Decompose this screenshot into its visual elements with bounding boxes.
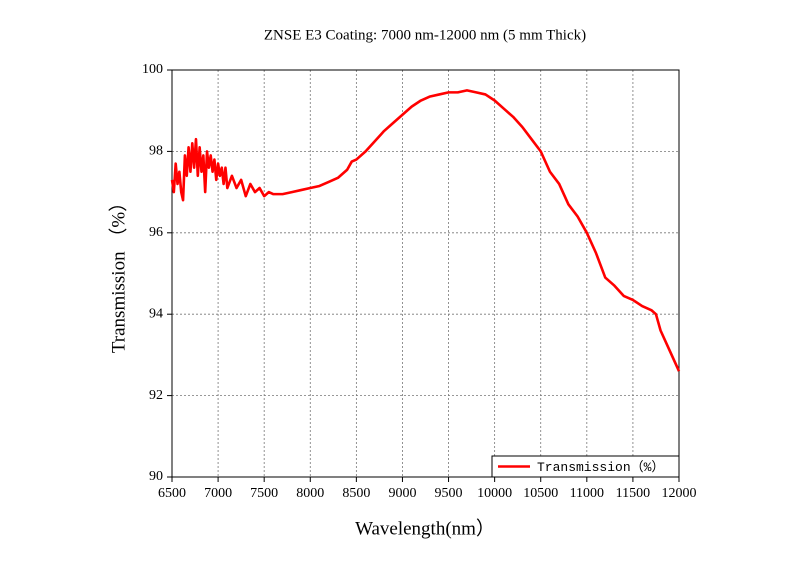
x-tick-label: 7000	[204, 486, 232, 501]
legend-box	[491, 455, 680, 478]
y-tick-label: 94	[149, 306, 163, 321]
chart-title: ZNSE E3 Coating: 7000 nm-12000 nm (5 mm …	[264, 27, 586, 43]
y-tick-label: 90	[149, 469, 163, 484]
y-tick-label: 100	[142, 62, 163, 77]
x-tick-label: 12000	[662, 486, 697, 501]
data-line	[170, 89, 681, 372]
x-tick-label: 10500	[523, 486, 558, 501]
x-tick-label: 8500	[342, 486, 370, 501]
x-tick-label: 9000	[388, 486, 416, 501]
legend-label: Transmission（%）	[537, 460, 664, 475]
y-tick-label: 96	[149, 225, 163, 240]
x-tick-label: 7500	[250, 486, 278, 501]
x-tick-label: 6500	[158, 486, 186, 501]
y-tick-label: 92	[149, 388, 163, 403]
x-axis-label: Wavelength(nm）	[355, 517, 495, 539]
x-tick-label: 9500	[435, 486, 463, 501]
x-tick-label: 11500	[616, 486, 650, 501]
x-tick-label: 10000	[477, 486, 512, 501]
x-tick-label: 11000	[570, 486, 604, 501]
y-axis-label: Transmission （%）	[107, 193, 129, 353]
x-tick-label: 8000	[296, 486, 324, 501]
plot-frame	[171, 69, 680, 478]
y-tick-label: 98	[149, 144, 163, 159]
